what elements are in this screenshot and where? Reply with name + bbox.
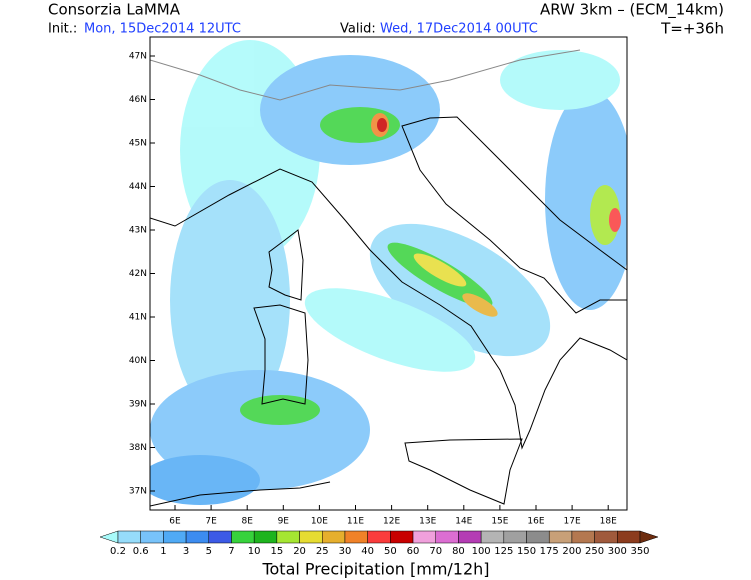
- lat-label: 38N: [129, 443, 147, 453]
- lon-label: 11E: [347, 517, 364, 527]
- colorbar-label: 70: [429, 546, 442, 557]
- colorbar-cell: [276, 530, 300, 544]
- colorbar-label: 3: [183, 546, 189, 557]
- colorbar-cell: [390, 530, 414, 544]
- lon-label: 15E: [491, 517, 508, 527]
- valid-label: Valid:: [340, 22, 376, 37]
- colorbar-label: 10: [248, 546, 261, 557]
- lon-label: 16E: [527, 517, 544, 527]
- colorbar-label: 200: [562, 546, 581, 557]
- lon-label: 9E: [278, 517, 290, 527]
- lat-label: 45N: [129, 139, 147, 149]
- colorbar-label: 80: [452, 546, 465, 557]
- colorbar-label: 15: [271, 546, 284, 557]
- colorbar-label: 1: [160, 546, 166, 557]
- lon-label: 14E: [455, 517, 472, 527]
- lon-label: 7E: [205, 517, 217, 527]
- colorbar-label: 0.6: [133, 546, 149, 557]
- colorbar-label: 5: [206, 546, 212, 557]
- lat-label: 47N: [129, 52, 147, 62]
- colorbar-label: 0.2: [110, 546, 126, 557]
- lon-label: 13E: [419, 517, 436, 527]
- forecast-step: T=+36h: [660, 20, 724, 38]
- colorbar-cell: [503, 530, 527, 544]
- init-label: Init.:: [48, 22, 77, 37]
- colorbar-cell: [253, 530, 278, 544]
- colorbar-cell: [117, 530, 141, 544]
- map-area: [150, 37, 627, 510]
- colorbar-label: 20: [293, 546, 306, 557]
- lat-label: 39N: [129, 400, 147, 410]
- init-time: Mon, 15Dec2014 12UTC: [84, 22, 241, 37]
- colorbar-cell: [412, 530, 436, 544]
- colorbar-cap: [639, 530, 659, 544]
- colorbar-cell: [299, 530, 323, 544]
- colorbar-label: 125: [494, 546, 513, 557]
- colorbar-label: 25: [316, 546, 329, 557]
- colorbar-cell: [163, 530, 187, 544]
- colorbar-label: 30: [339, 546, 352, 557]
- colorbar-label: 60: [407, 546, 420, 557]
- lat-label: 43N: [129, 226, 147, 236]
- colorbar-cell: [548, 530, 573, 544]
- lat-label: 40N: [129, 356, 147, 366]
- lat-label: 44N: [129, 182, 147, 192]
- lon-label: 12E: [383, 517, 400, 527]
- colorbar-cell: [480, 530, 505, 544]
- lat-label: 41N: [129, 313, 147, 323]
- colorbar-label: 50: [384, 546, 397, 557]
- colorbar-cell: [526, 530, 550, 544]
- colorbar-label: 40: [361, 546, 374, 557]
- valid-time: Wed, 17Dec2014 00UTC: [380, 22, 538, 37]
- lon-label: 18E: [600, 517, 617, 527]
- colorbar-label: 100: [472, 546, 491, 557]
- colorbar-cell: [231, 530, 255, 544]
- lon-label: 10E: [311, 517, 328, 527]
- colorbar-cell: [185, 530, 210, 544]
- colorbar-label: 175: [540, 546, 559, 557]
- title: Consorzia LaMMA: [48, 1, 181, 19]
- colorbar-cell: [367, 530, 391, 544]
- lon-label: 8E: [241, 517, 253, 527]
- colorbar-cell: [571, 530, 595, 544]
- legend-title: Total Precipitation [mm/12h]: [261, 560, 489, 579]
- lat-label: 42N: [129, 269, 147, 279]
- colorbar-label: 150: [517, 546, 536, 557]
- lat-label: 46N: [129, 95, 147, 105]
- lon-label: 17E: [564, 517, 581, 527]
- lon-label: 6E: [169, 517, 181, 527]
- colorbar-cell: [458, 530, 482, 544]
- colorbar-cell: [617, 530, 641, 544]
- colorbar-cell: [594, 530, 618, 544]
- colorbar-label: 250: [585, 546, 604, 557]
- colorbar-cell: [435, 530, 459, 544]
- colorbar-label: 300: [608, 546, 627, 557]
- colorbar-cell: [322, 530, 346, 544]
- colorbar-cell: [208, 530, 232, 544]
- lat-label: 37N: [129, 487, 147, 497]
- colorbar-cell: [344, 530, 368, 544]
- colorbar-label: 350: [630, 546, 649, 557]
- colorbar-cell: [140, 530, 164, 544]
- model: ARW 3km – (ECM_14km): [540, 1, 724, 20]
- colorbar-cap: [99, 530, 119, 544]
- colorbar-label: 7: [228, 546, 234, 557]
